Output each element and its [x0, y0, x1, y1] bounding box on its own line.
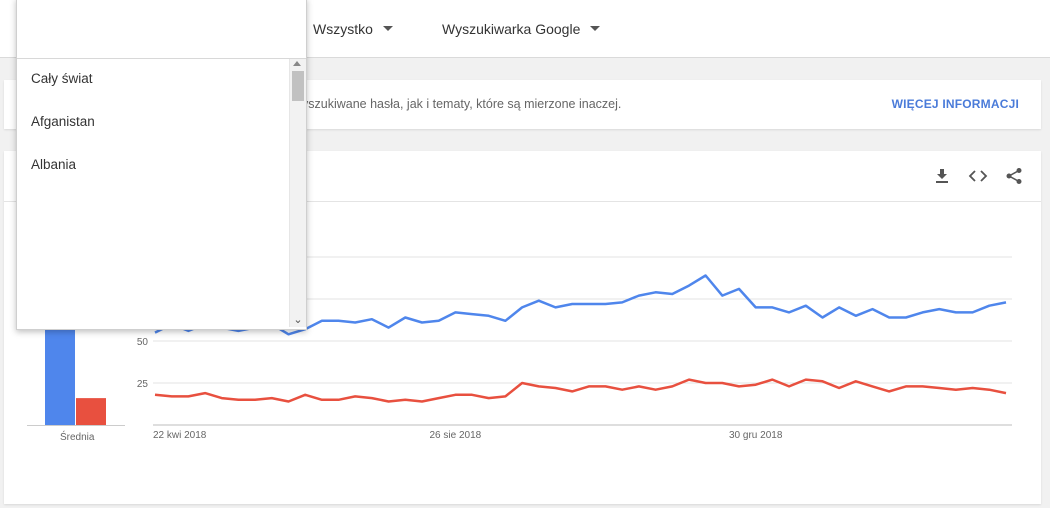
search-property-label: Wyszukiwarka Google — [442, 20, 581, 37]
code-icon[interactable] — [966, 164, 990, 188]
y-tick-label: 50 — [137, 337, 149, 348]
region-option-worldwide[interactable]: Cały świat — [31, 71, 93, 86]
series-line-1 — [154, 274, 1007, 336]
average-label: Średnia — [60, 432, 95, 443]
region-option-afghanistan[interactable]: Afganistan — [31, 114, 95, 129]
interest-chart: 25 50 22 kwi 2018 26 sie 2018 30 gru 2018 — [45, 256, 1012, 441]
scroll-down-icon[interactable]: ⌄ — [293, 314, 303, 326]
search-property-filter[interactable]: Wyszukiwarka Google — [442, 0, 601, 57]
average-axis — [27, 425, 125, 426]
scroll-up-icon[interactable] — [293, 61, 301, 66]
caret-down-icon — [590, 26, 601, 31]
series-line-2 — [154, 378, 1007, 403]
region-options-list: Cały świat Afganistan Albania — [17, 59, 289, 188]
x-tick-label: 30 gru 2018 — [729, 430, 783, 441]
region-option-albania[interactable]: Albania — [31, 157, 77, 172]
caret-down-icon — [382, 26, 393, 31]
category-filter[interactable]: Wszystko — [313, 0, 393, 57]
notice-text: yszukiwane hasła, jak i tematy, które są… — [302, 97, 622, 111]
share-icon[interactable] — [1002, 164, 1026, 188]
x-tick-label: 22 kwi 2018 — [153, 430, 207, 441]
region-dropdown-header[interactable] — [17, 0, 306, 59]
download-icon[interactable] — [930, 164, 954, 188]
y-tick-label: 25 — [137, 379, 149, 390]
more-info-button[interactable]: WIĘCEJ INFORMACJI — [891, 97, 1019, 111]
scrollbar-thumb[interactable] — [292, 71, 304, 101]
average-bar-series-2 — [76, 398, 106, 425]
dropdown-scrollbar[interactable]: ⌄ — [289, 59, 306, 327]
category-filter-label: Wszystko — [313, 20, 373, 37]
region-dropdown[interactable]: Cały świat Afganistan Albania ⌄ — [16, 0, 307, 330]
x-tick-label: 26 sie 2018 — [429, 430, 481, 441]
card-divider — [4, 201, 1041, 202]
